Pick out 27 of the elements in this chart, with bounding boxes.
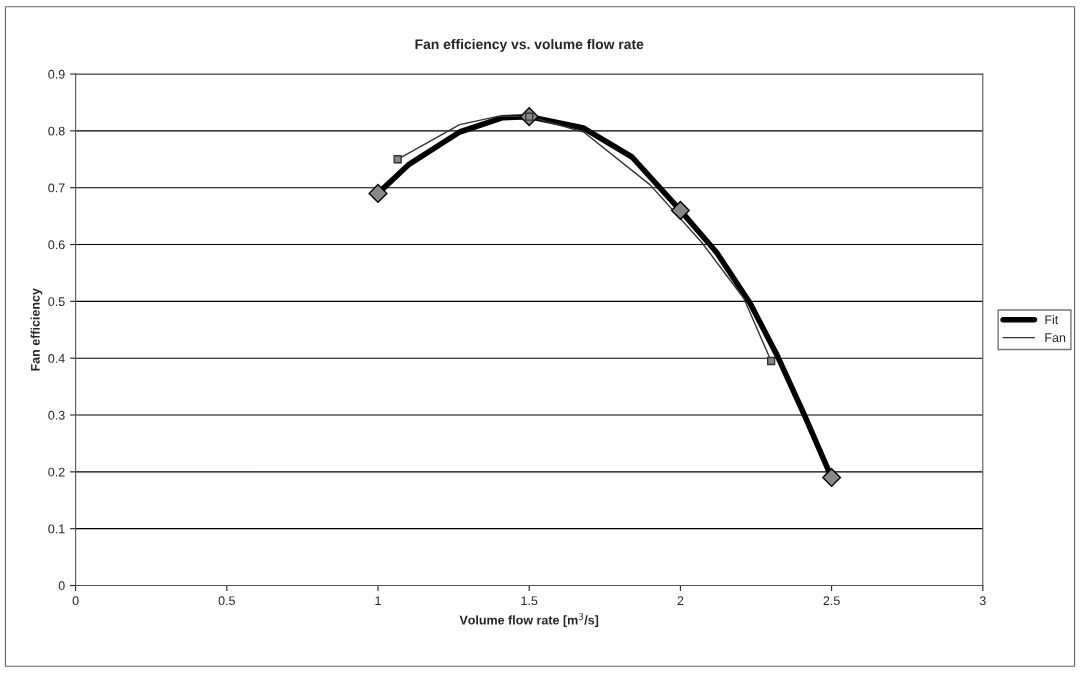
legend-label: Fit [1045, 314, 1059, 325]
x-tick-label: 3 [979, 596, 986, 606]
point [822, 467, 842, 488]
y-tick-label: 0.3 [48, 410, 65, 420]
x-tick-label: 1.5 [521, 596, 538, 606]
point [766, 356, 776, 366]
x-tick-label: 2.5 [823, 596, 840, 606]
y-tick-label: 0.7 [48, 183, 65, 193]
y-axis-title: Fan efficiency [30, 288, 43, 371]
y-tick-label: 0.8 [48, 126, 65, 136]
y-tick-label: 0.4 [48, 353, 65, 363]
x-axis-title: Volume flow rate [m$^{3}$/s] [459, 613, 599, 628]
point [670, 200, 690, 220]
x-tick-label: 1 [375, 596, 381, 605]
y-tick-label: 0.2 [48, 467, 65, 477]
y-tick-label: 0.5 [48, 297, 65, 307]
x-tick-label: 0 [72, 596, 79, 606]
y-tick-label: 0.9 [48, 69, 65, 79]
x-tick-label: 2 [677, 596, 684, 605]
point [393, 155, 402, 164]
point [368, 183, 388, 203]
y-tick-label: 0.6 [48, 240, 65, 250]
legend-label: Fan [1045, 333, 1066, 343]
chart-title: Fan efficiency vs. volume flow rate [415, 38, 644, 52]
y-tick-label: 0.1 [48, 524, 65, 534]
y-tick-label: 0 [58, 581, 65, 591]
x-tick-label: 0.5 [218, 596, 235, 606]
